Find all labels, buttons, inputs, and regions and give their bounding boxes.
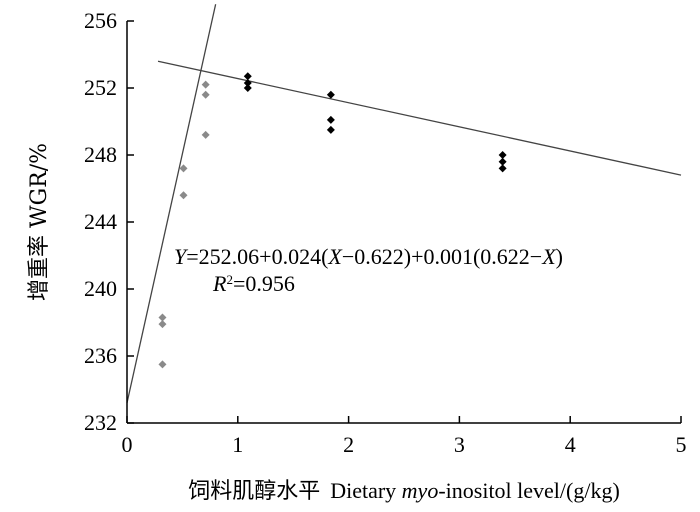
r-squared-label: R2=0.956 [212,271,295,296]
data-point-black [326,115,335,124]
plot-area [126,4,682,404]
x-axis-title-chinese: 饲料肌醇水平 [188,479,320,504]
r-squared-value: =0.956 [233,271,295,296]
y-tick-label: 252 [84,75,117,100]
regression-equation: Y=252.06+0.024(X−0.622)+0.001(0.622−X) [174,244,563,269]
data-point-black [498,151,507,159]
x-tick-label: 3 [454,432,465,457]
x-axis-title-english-suffix: -inositol level/(g/kg) [438,478,619,503]
x-tick-label: 4 [565,432,576,457]
x-axis-title: 饲料肌醇水平 Dietary myo-inositol level/(g/kg) [188,478,620,504]
y-tick-label: 244 [84,209,117,234]
data-point-black [498,157,507,166]
tick-marks [126,20,682,424]
data-point-grey [158,313,167,322]
regression-fit-line [157,60,682,176]
data-point-black [498,164,507,173]
data-point-black [326,125,335,134]
y-tick-label: 248 [84,142,117,167]
data-point-grey [201,130,210,139]
y-axis-title: 增重率 WGR/% [27,143,52,301]
x-axis-title-english-italic: myo [402,478,439,503]
y-tick-label: 236 [84,343,117,368]
data-point-grey [201,80,210,89]
data-point-grey [158,360,167,369]
data-point-grey [179,164,188,173]
data-point-grey [179,191,188,200]
y-tick-label: 240 [84,276,117,301]
y-tick-label: 232 [84,410,117,435]
x-axis-title-english-prefix: Dietary [330,478,401,503]
x-tick-label: 1 [232,432,243,457]
axes [126,21,681,424]
data-point-black [243,72,252,81]
r-squared-symbol: R [212,271,227,296]
x-tick-label: 5 [676,432,687,457]
data-point-black [243,78,252,87]
x-tick-label: 0 [122,432,133,457]
data-point-grey [158,320,167,329]
data-point-black [326,90,335,99]
y-tick-label: 256 [84,8,117,33]
x-tick-label: 2 [343,432,354,457]
data-point-black [243,84,252,92]
data-point-grey [201,90,210,99]
r-squared-superscript: 2 [226,272,233,287]
